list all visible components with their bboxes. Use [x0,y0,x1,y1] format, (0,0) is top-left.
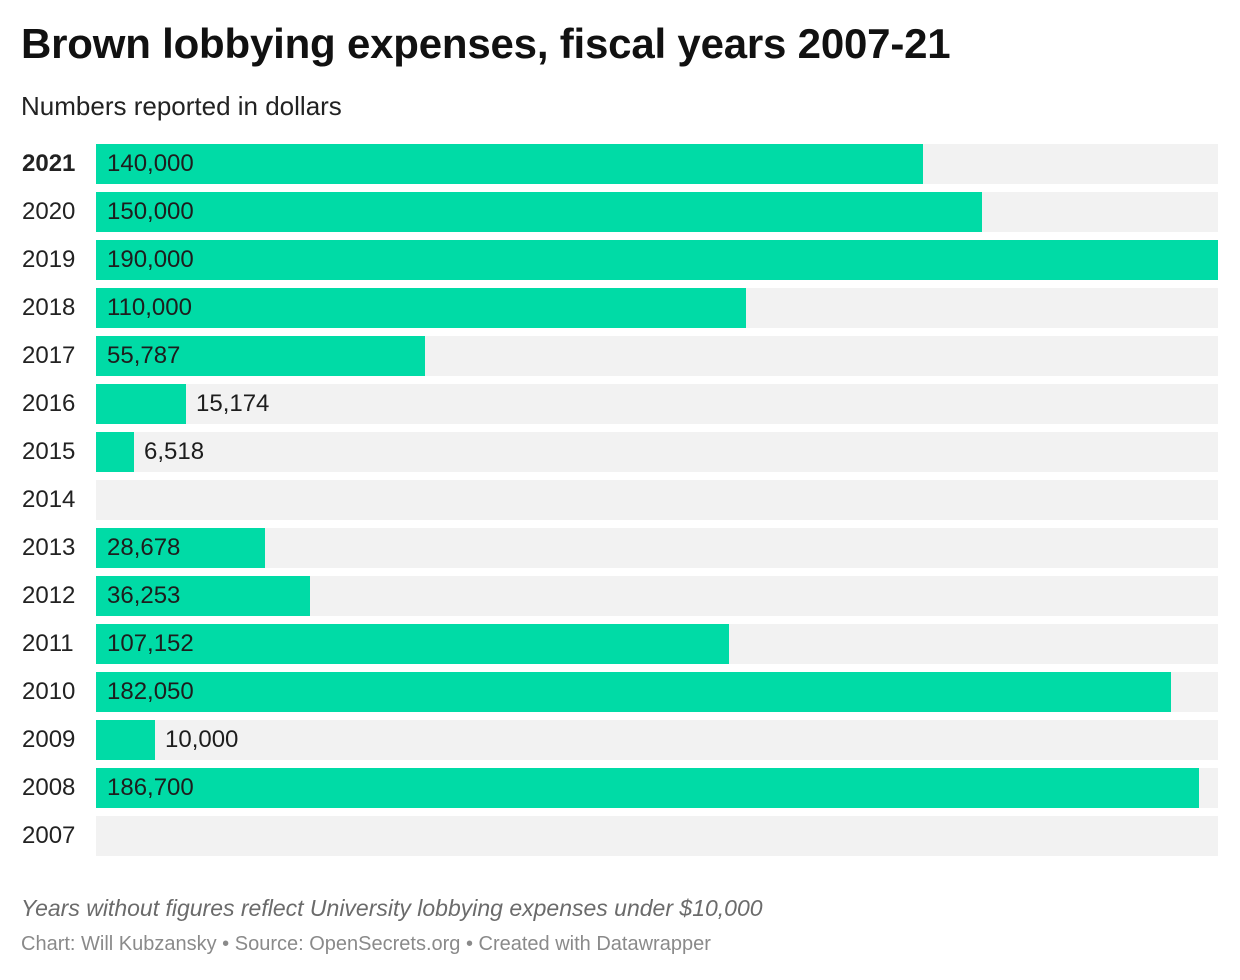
category-label: 2019 [22,246,76,273]
category-label: 2009 [22,726,76,753]
value-label: 107,152 [107,630,194,657]
value-label: 6,518 [144,438,205,465]
category-label: 2017 [22,342,76,369]
value-label: 10,000 [165,726,239,753]
value-label: 140,000 [107,150,194,177]
value-label: 36,253 [107,582,181,609]
bar-row: 2014 [0,480,1240,520]
bar-track [96,816,1218,856]
bar-track: 6,518 [96,432,1218,472]
category-label: 2010 [22,678,76,705]
bar [96,384,186,424]
category-label: 2020 [22,198,76,225]
chart-note: Years without figures reflect University… [21,895,763,921]
bar-row: 2013 28,678 [0,528,1240,568]
value-label: 15,174 [196,390,270,417]
value-label: 182,050 [107,678,194,705]
bar [96,720,155,760]
category-label: 2021 [22,150,76,177]
bar [96,144,923,184]
value-label: 186,700 [107,774,194,801]
bar [96,768,1199,808]
chart-title: Brown lobbying expenses, fiscal years 20… [21,20,951,67]
bar-track: 107,152 [96,624,1218,664]
category-label: 2018 [22,294,76,321]
chart-subtitle: Numbers reported in dollars [21,91,342,121]
value-label: 55,787 [107,342,181,369]
bar-row: 2016 15,174 [0,384,1240,424]
bar-track: 186,700 [96,768,1218,808]
bar-row: 2019 190,000 [0,240,1240,280]
bar-row: 2011 107,152 [0,624,1240,664]
bar-track: 110,000 [96,288,1218,328]
bar [96,672,1171,712]
bar-track: 10,000 [96,720,1218,760]
bar-row: 2012 36,253 [0,576,1240,616]
bar [96,624,729,664]
bar-track [96,480,1218,520]
bar [96,528,265,568]
bar-track: 55,787 [96,336,1218,376]
bar-row: 2018 110,000 [0,288,1240,328]
category-label: 2008 [22,774,76,801]
category-label: 2011 [22,630,74,657]
bar [96,288,746,328]
bar [96,240,1218,280]
value-label: 190,000 [107,246,194,273]
category-label: 2014 [22,486,76,513]
bar-row: 2009 10,000 [0,720,1240,760]
chart-credit: Chart: Will Kubzansky • Source: OpenSecr… [21,933,711,955]
bar-chart: 2021 140,000 2020 150,000 2019 190,000 2018 110… [0,144,1240,856]
category-label: 2007 [22,822,76,849]
category-label: 2015 [22,438,76,465]
value-label: 28,678 [107,534,181,561]
bar [96,336,425,376]
category-label: 2012 [22,582,76,609]
bar-row: 2007 [0,816,1240,856]
bar-track: 28,678 [96,528,1218,568]
bar-track: 150,000 [96,192,1218,232]
bar-track: 190,000 [96,240,1218,280]
bar-row: 2010 182,050 [0,672,1240,712]
value-label: 150,000 [107,198,194,225]
bar-row: 2021 140,000 [0,144,1240,184]
bar-row: 2015 6,518 [0,432,1240,472]
bar-row: 2020 150,000 [0,192,1240,232]
value-label: 110,000 [107,294,192,321]
bar [96,432,134,472]
bar [96,192,982,232]
bar-row: 2008 186,700 [0,768,1240,808]
category-label: 2016 [22,390,76,417]
bar-row: 2017 55,787 [0,336,1240,376]
bar-track: 15,174 [96,384,1218,424]
bar-track: 140,000 [96,144,1218,184]
bar-track: 182,050 [96,672,1218,712]
category-label: 2013 [22,534,76,561]
bar [96,576,310,616]
bar-track: 36,253 [96,576,1218,616]
